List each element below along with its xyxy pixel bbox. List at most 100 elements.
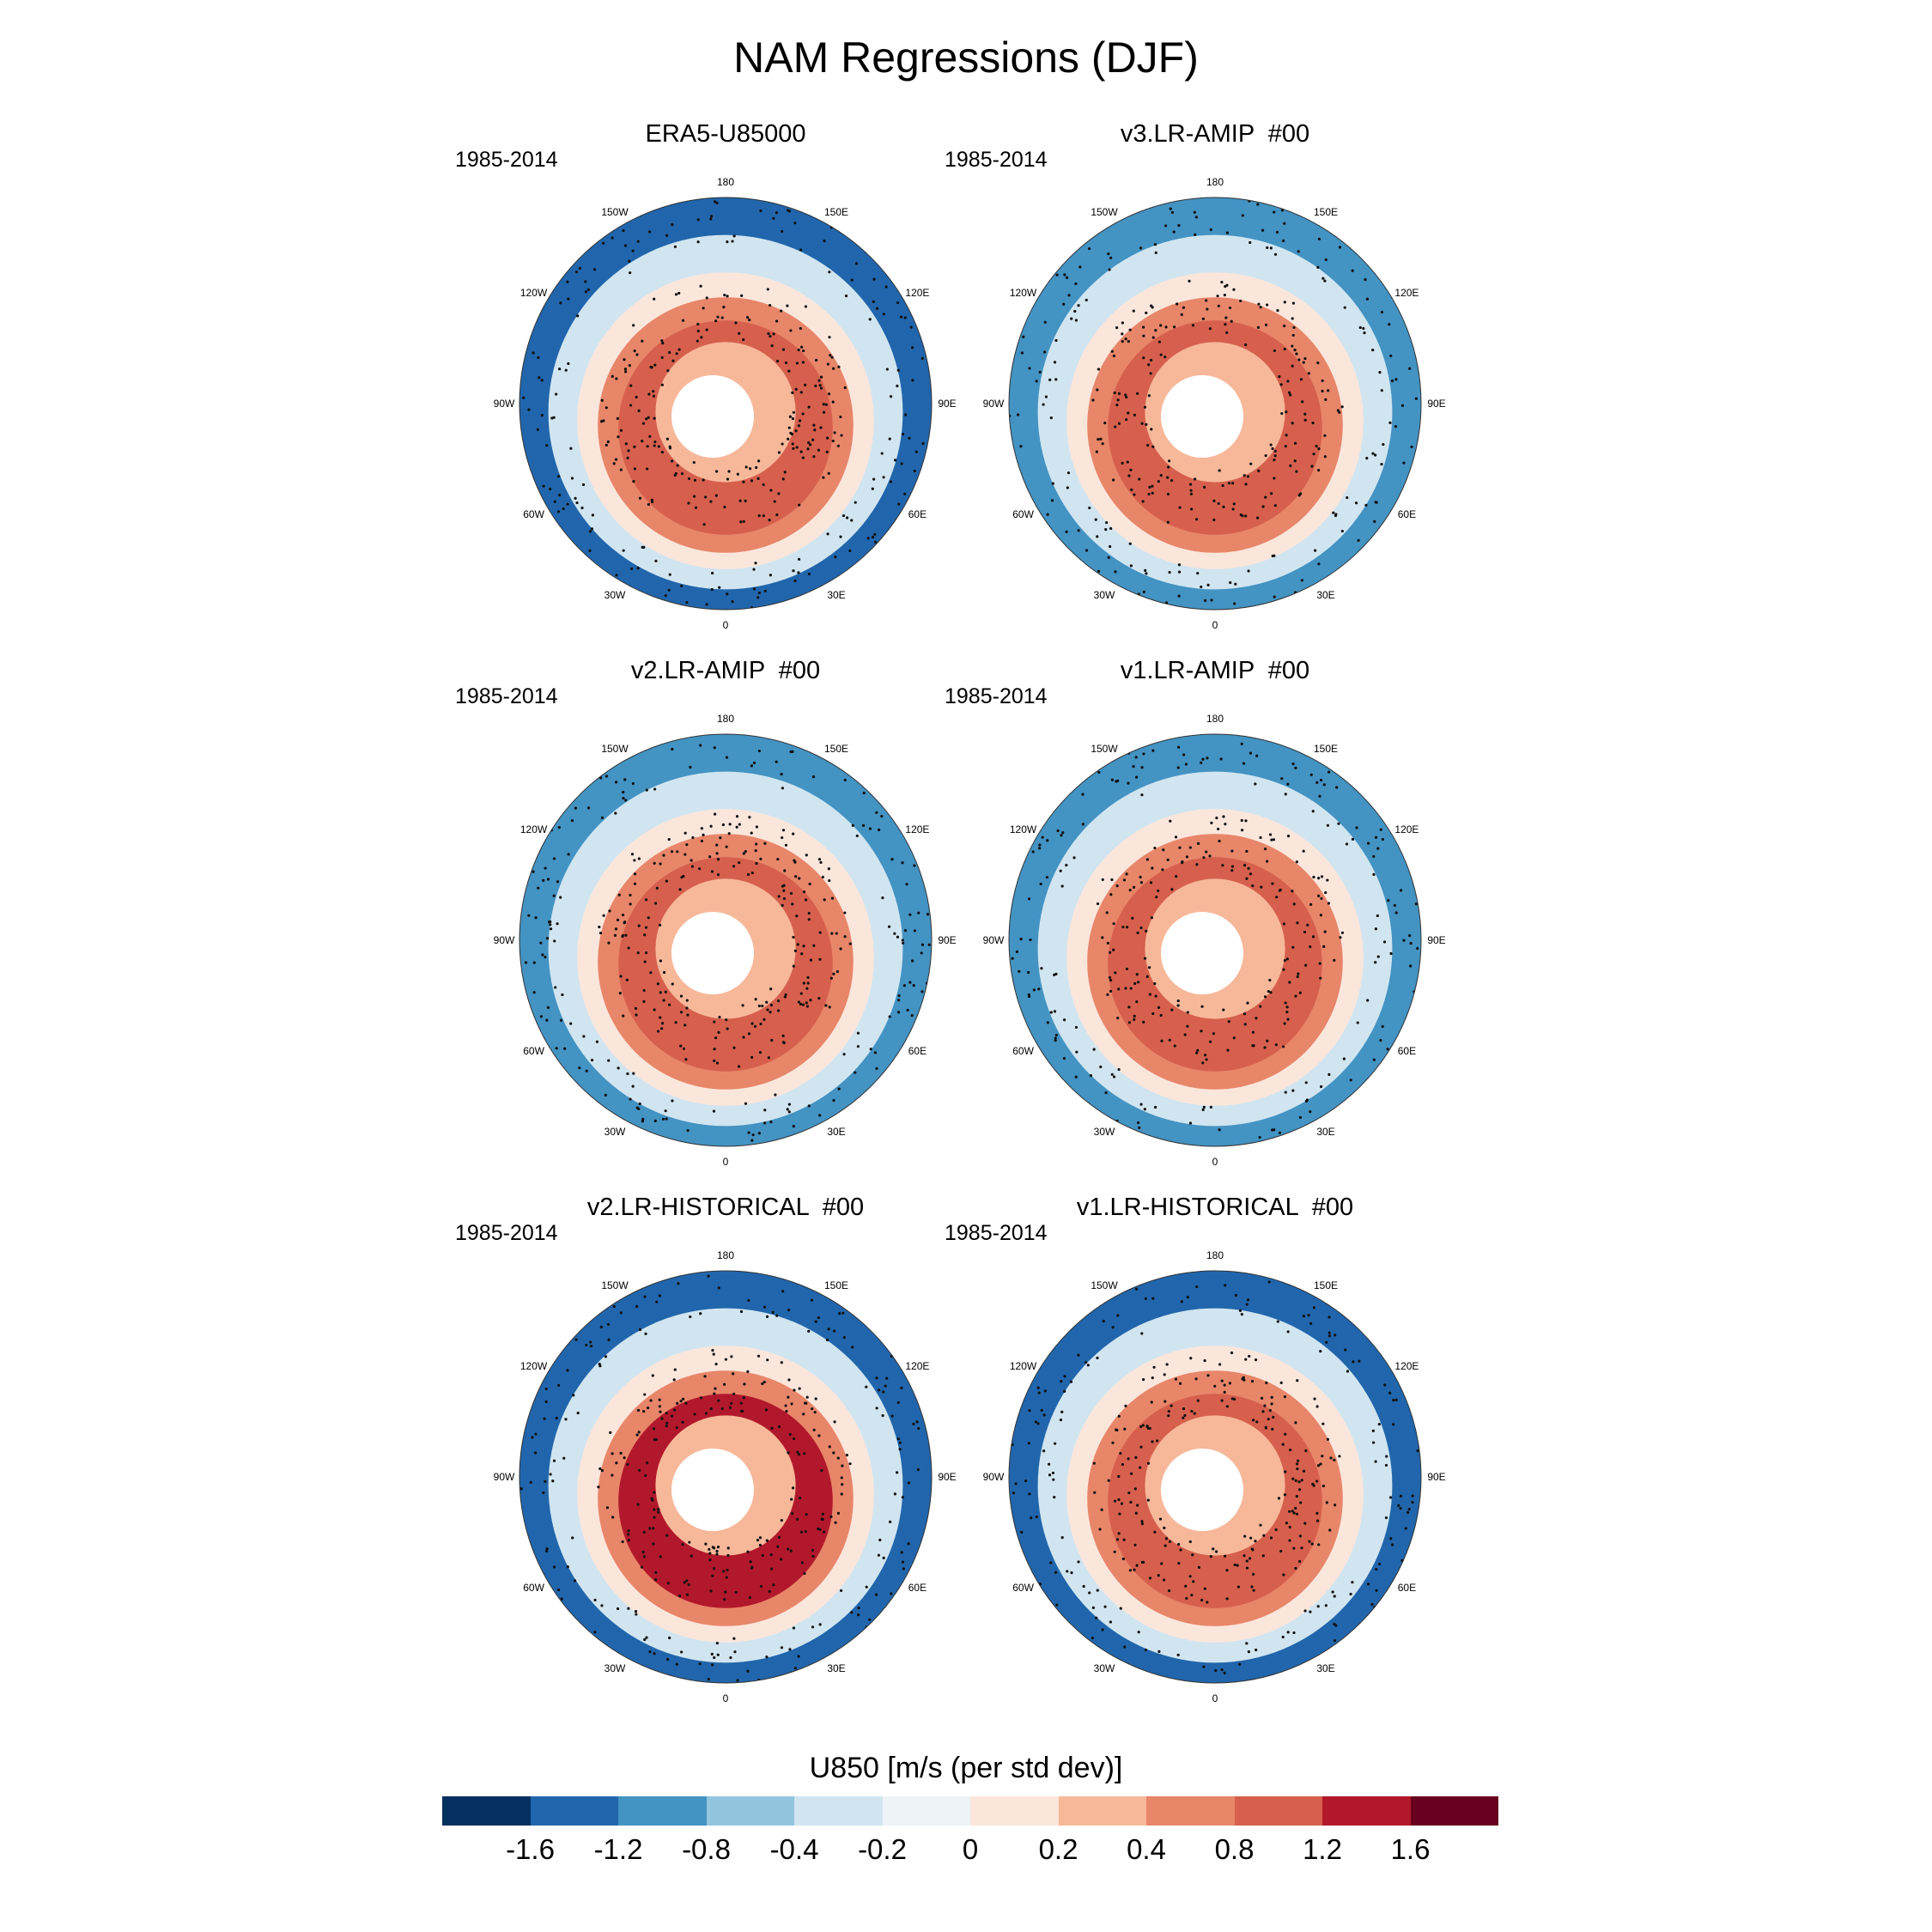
stipple-dot bbox=[1139, 926, 1143, 930]
stipple-dot bbox=[788, 1432, 792, 1437]
stipple-dot bbox=[1015, 950, 1019, 953]
stipple-dot bbox=[1151, 445, 1155, 448]
stipple-dot bbox=[1167, 465, 1170, 469]
stipple-dot bbox=[1285, 1010, 1289, 1014]
stipple-dot bbox=[566, 1369, 569, 1372]
stipple-dot bbox=[693, 1413, 696, 1416]
stipple-dot bbox=[1271, 447, 1274, 451]
stipple-dot bbox=[668, 350, 671, 355]
stipple-dot bbox=[1142, 1020, 1145, 1024]
stipple-dot bbox=[1149, 372, 1152, 375]
stipple-dot bbox=[1176, 1653, 1180, 1656]
stipple-dot bbox=[1042, 1449, 1046, 1453]
stipple-dot bbox=[1338, 246, 1342, 249]
stipple-dot bbox=[1038, 843, 1042, 847]
stipple-dot bbox=[585, 1069, 588, 1072]
stipple-dot bbox=[699, 744, 702, 747]
stipple-dot bbox=[1240, 1313, 1243, 1316]
stipple-dot bbox=[786, 304, 789, 307]
stipple-dot bbox=[1170, 888, 1174, 891]
stipple-dot bbox=[727, 832, 731, 835]
longitude-label: 30E bbox=[1316, 1126, 1335, 1139]
stipple-dot bbox=[1381, 837, 1384, 841]
stipple-dot bbox=[817, 858, 822, 861]
stipple-dot bbox=[1303, 1609, 1307, 1613]
stipple-dot bbox=[1157, 340, 1161, 343]
stipple-dot bbox=[621, 1540, 624, 1544]
stipple-dot bbox=[544, 956, 547, 959]
stipple-dot bbox=[808, 443, 812, 447]
stipple-dot bbox=[615, 377, 618, 380]
stipple-dot bbox=[1188, 1121, 1193, 1125]
stipple-dot bbox=[675, 1426, 678, 1430]
stipple-dot bbox=[636, 1408, 641, 1413]
stipple-dot bbox=[723, 1598, 726, 1601]
stipple-dot bbox=[1297, 1480, 1301, 1484]
stipple-dot bbox=[1188, 1575, 1192, 1578]
stipple-dot bbox=[537, 886, 540, 890]
stipple-dot bbox=[1056, 829, 1060, 833]
stipple-dot bbox=[542, 1491, 545, 1495]
stipple-dot bbox=[1266, 860, 1269, 863]
stipple-dot bbox=[1035, 1515, 1038, 1519]
stipple-dot bbox=[1084, 298, 1088, 302]
stipple-dot bbox=[1259, 306, 1262, 309]
stipple-dot bbox=[1121, 461, 1124, 465]
stipple-dot bbox=[1327, 1072, 1331, 1076]
panel-title: v3.LR-AMIP #00 bbox=[1120, 120, 1310, 148]
stipple-dot bbox=[735, 825, 738, 829]
stipple-dot bbox=[545, 937, 550, 940]
stipple-dot bbox=[637, 857, 641, 860]
stipple-dot bbox=[1254, 1540, 1257, 1543]
stipple-dot bbox=[694, 506, 698, 509]
stipple-dot bbox=[758, 1051, 762, 1054]
stipple-dot bbox=[1297, 358, 1301, 361]
stipple-dot bbox=[685, 1579, 689, 1583]
stipple-dot bbox=[627, 1533, 630, 1536]
stipple-dot bbox=[856, 1031, 860, 1035]
stipple-dot bbox=[1218, 1128, 1221, 1132]
stipple-dot bbox=[653, 861, 656, 865]
stipple-dot bbox=[1135, 973, 1139, 976]
stipple-dot bbox=[642, 988, 646, 993]
stipple-dot bbox=[772, 216, 775, 221]
colorbar-title: U850 [m/s (per std dev)] bbox=[809, 1752, 1123, 1784]
stipple-dot bbox=[1243, 1534, 1247, 1538]
stipple-dot bbox=[767, 1056, 770, 1060]
stipple-dot bbox=[1230, 849, 1234, 853]
stipple-dot bbox=[786, 1108, 789, 1111]
stipple-dot bbox=[636, 567, 640, 570]
stipple-dot bbox=[757, 749, 762, 753]
stipple-dot bbox=[1193, 1412, 1196, 1415]
stipple-dot bbox=[1283, 958, 1287, 963]
stipple-dot bbox=[1254, 1358, 1258, 1362]
stipple-dot bbox=[618, 992, 622, 995]
stipple-dot bbox=[1317, 237, 1321, 240]
stipple-dot bbox=[1291, 890, 1294, 893]
stipple-dot bbox=[807, 440, 811, 445]
stipple-dot bbox=[1294, 1566, 1297, 1571]
stipple-dot bbox=[633, 882, 637, 885]
stipple-dot bbox=[1260, 1396, 1264, 1400]
stipple-dot bbox=[1234, 1293, 1237, 1297]
stipple-dot bbox=[767, 331, 770, 336]
stipple-dot bbox=[794, 429, 798, 433]
stipple-dot bbox=[797, 424, 801, 428]
stipple-dot bbox=[1273, 477, 1276, 480]
stipple-dot bbox=[1392, 1399, 1395, 1402]
stipple-dot bbox=[1316, 361, 1320, 365]
stipple-dot bbox=[1327, 1334, 1332, 1338]
stipple-dot bbox=[1170, 478, 1174, 483]
stipple-dot bbox=[1317, 447, 1321, 451]
stipple-dot bbox=[671, 223, 674, 227]
stipple-dot bbox=[1091, 1637, 1094, 1640]
stipple-dot bbox=[1139, 1445, 1143, 1449]
stipple-dot bbox=[1184, 1584, 1188, 1588]
stipple-dot bbox=[685, 1006, 689, 1010]
stipple-dot bbox=[1255, 516, 1260, 519]
longitude-label: 90E bbox=[1427, 934, 1446, 946]
stipple-dot bbox=[545, 444, 549, 447]
stipple-dot bbox=[555, 1047, 558, 1050]
stipple-dot bbox=[1304, 1449, 1308, 1453]
stipple-dot bbox=[1251, 884, 1255, 888]
